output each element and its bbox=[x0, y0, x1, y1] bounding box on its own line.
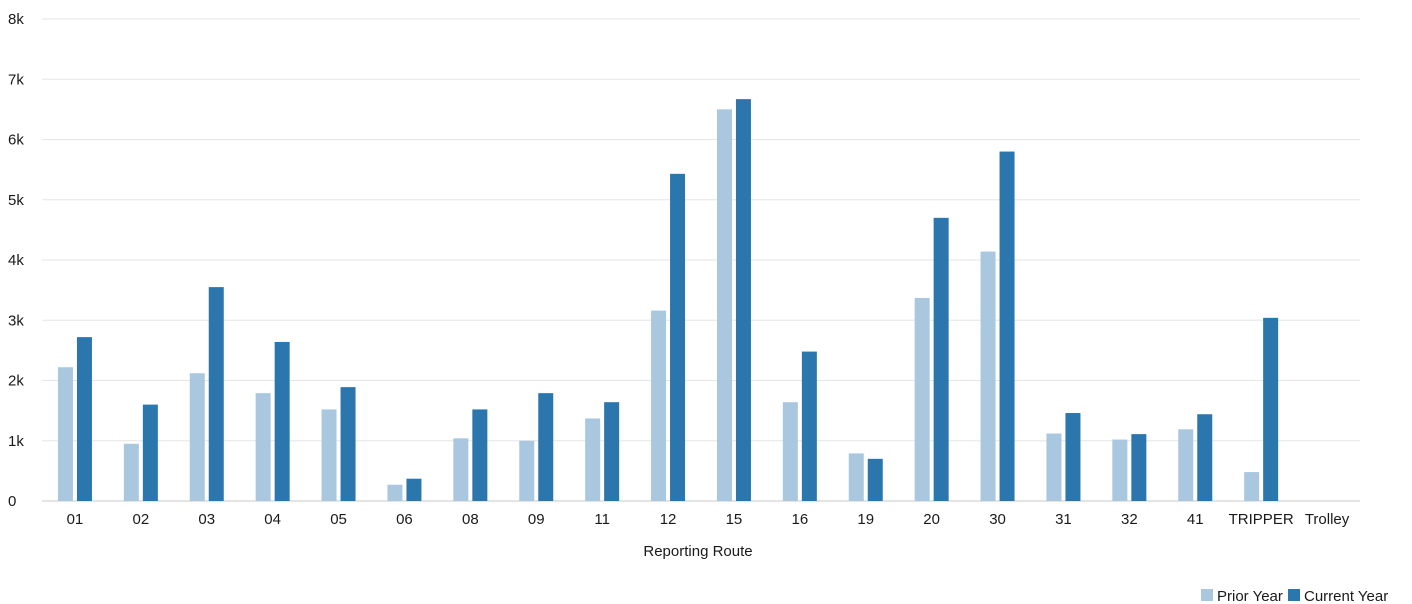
x-tick-label: 01 bbox=[67, 511, 84, 528]
x-tick-label: 09 bbox=[528, 511, 545, 528]
x-tick-label: 03 bbox=[198, 511, 215, 528]
gridlines bbox=[42, 18, 1360, 502]
bar-current-year-02 bbox=[142, 404, 158, 501]
x-tick-label: 06 bbox=[396, 511, 413, 528]
x-tick-label: 19 bbox=[857, 511, 874, 528]
bar-current-year-41 bbox=[1197, 414, 1213, 501]
bar-prior-year-41 bbox=[1178, 429, 1194, 501]
legend-label-current-year: Current Year bbox=[1304, 588, 1388, 604]
bar-current-year-tripper bbox=[1263, 317, 1279, 501]
bar-prior-year-06 bbox=[387, 484, 403, 501]
bar-current-year-31 bbox=[1065, 413, 1081, 501]
legend-label-prior-year: Prior Year bbox=[1217, 588, 1283, 604]
bar-current-year-30 bbox=[999, 151, 1015, 502]
bar-prior-year-01 bbox=[57, 367, 73, 501]
x-tick-label: 41 bbox=[1187, 511, 1204, 528]
x-tick-label: 32 bbox=[1121, 511, 1138, 528]
x-tick-label: 05 bbox=[330, 511, 347, 528]
y-tick-label: 3k bbox=[8, 312, 24, 329]
y-tick-label: 1k bbox=[8, 433, 24, 450]
legend-swatch-prior-year bbox=[1201, 589, 1213, 601]
bar-prior-year-05 bbox=[321, 409, 337, 501]
bar-prior-year-32 bbox=[1112, 439, 1128, 501]
bar-current-year-09 bbox=[538, 393, 554, 501]
bar-current-year-12 bbox=[670, 173, 686, 501]
y-tick-label: 4k bbox=[8, 252, 24, 269]
bar-prior-year-11 bbox=[585, 418, 601, 501]
bar-prior-year-04 bbox=[255, 393, 271, 501]
bar-prior-year-15 bbox=[716, 109, 732, 501]
x-tick-label: 16 bbox=[792, 511, 809, 528]
bar-current-year-08 bbox=[472, 409, 488, 501]
bar-prior-year-08 bbox=[453, 438, 469, 501]
bar-current-year-05 bbox=[340, 387, 356, 501]
bar-current-year-11 bbox=[604, 402, 620, 501]
y-tick-label: 8k bbox=[8, 11, 24, 28]
bar-current-year-04 bbox=[274, 341, 290, 501]
x-tick-label: 02 bbox=[133, 511, 150, 528]
y-tick-label: 6k bbox=[8, 132, 24, 149]
legend: Prior Year Current Year bbox=[1201, 588, 1388, 604]
y-tick-label: 0 bbox=[8, 493, 16, 510]
x-axis-title: Reporting Route bbox=[643, 543, 752, 560]
x-tick-label: 20 bbox=[923, 511, 940, 528]
x-tick-label: Trolley bbox=[1305, 511, 1350, 528]
x-tick-label: 04 bbox=[264, 511, 281, 528]
x-tick-label: 30 bbox=[989, 511, 1006, 528]
bar-prior-year-31 bbox=[1046, 433, 1062, 501]
x-tick-label: 12 bbox=[660, 511, 677, 528]
bars bbox=[57, 99, 1279, 502]
bar-prior-year-16 bbox=[782, 402, 798, 501]
bar-current-year-32 bbox=[1131, 434, 1147, 501]
y-tick-label: 2k bbox=[8, 373, 24, 390]
x-tick-label: TRIPPER bbox=[1229, 511, 1294, 528]
x-tick-label: 15 bbox=[726, 511, 743, 528]
y-axis-tick-labels: 0 1k 2k 3k 4k 5k 6k 7k 8k bbox=[8, 11, 24, 510]
bar-current-year-06 bbox=[406, 478, 422, 501]
bar-prior-year-09 bbox=[519, 440, 535, 501]
bar-current-year-16 bbox=[801, 351, 817, 501]
bar-prior-year-20 bbox=[914, 297, 930, 501]
y-tick-label: 7k bbox=[8, 71, 24, 88]
x-tick-label: 31 bbox=[1055, 511, 1072, 528]
bar-prior-year-19 bbox=[848, 453, 864, 501]
legend-swatch-current-year bbox=[1288, 589, 1300, 601]
bar-prior-year-02 bbox=[123, 443, 139, 501]
bar-current-year-20 bbox=[933, 217, 949, 501]
bar-prior-year-30 bbox=[980, 251, 996, 501]
bar-prior-year-tripper bbox=[1244, 472, 1260, 501]
x-tick-label: 11 bbox=[594, 511, 610, 528]
bar-current-year-03 bbox=[208, 287, 224, 501]
y-tick-label: 5k bbox=[8, 192, 24, 209]
bar-current-year-01 bbox=[76, 337, 92, 501]
x-tick-label: 08 bbox=[462, 511, 479, 528]
x-axis-tick-labels: 01 02 03 04 05 06 08 09 11 12 15 16 19 20 30 31 32 41 TRIP… bbox=[67, 511, 1350, 528]
bar-current-year-15 bbox=[735, 99, 751, 501]
bar-prior-year-03 bbox=[189, 373, 205, 501]
bar-prior-year-12 bbox=[651, 310, 667, 501]
bar-current-year-19 bbox=[867, 458, 883, 501]
